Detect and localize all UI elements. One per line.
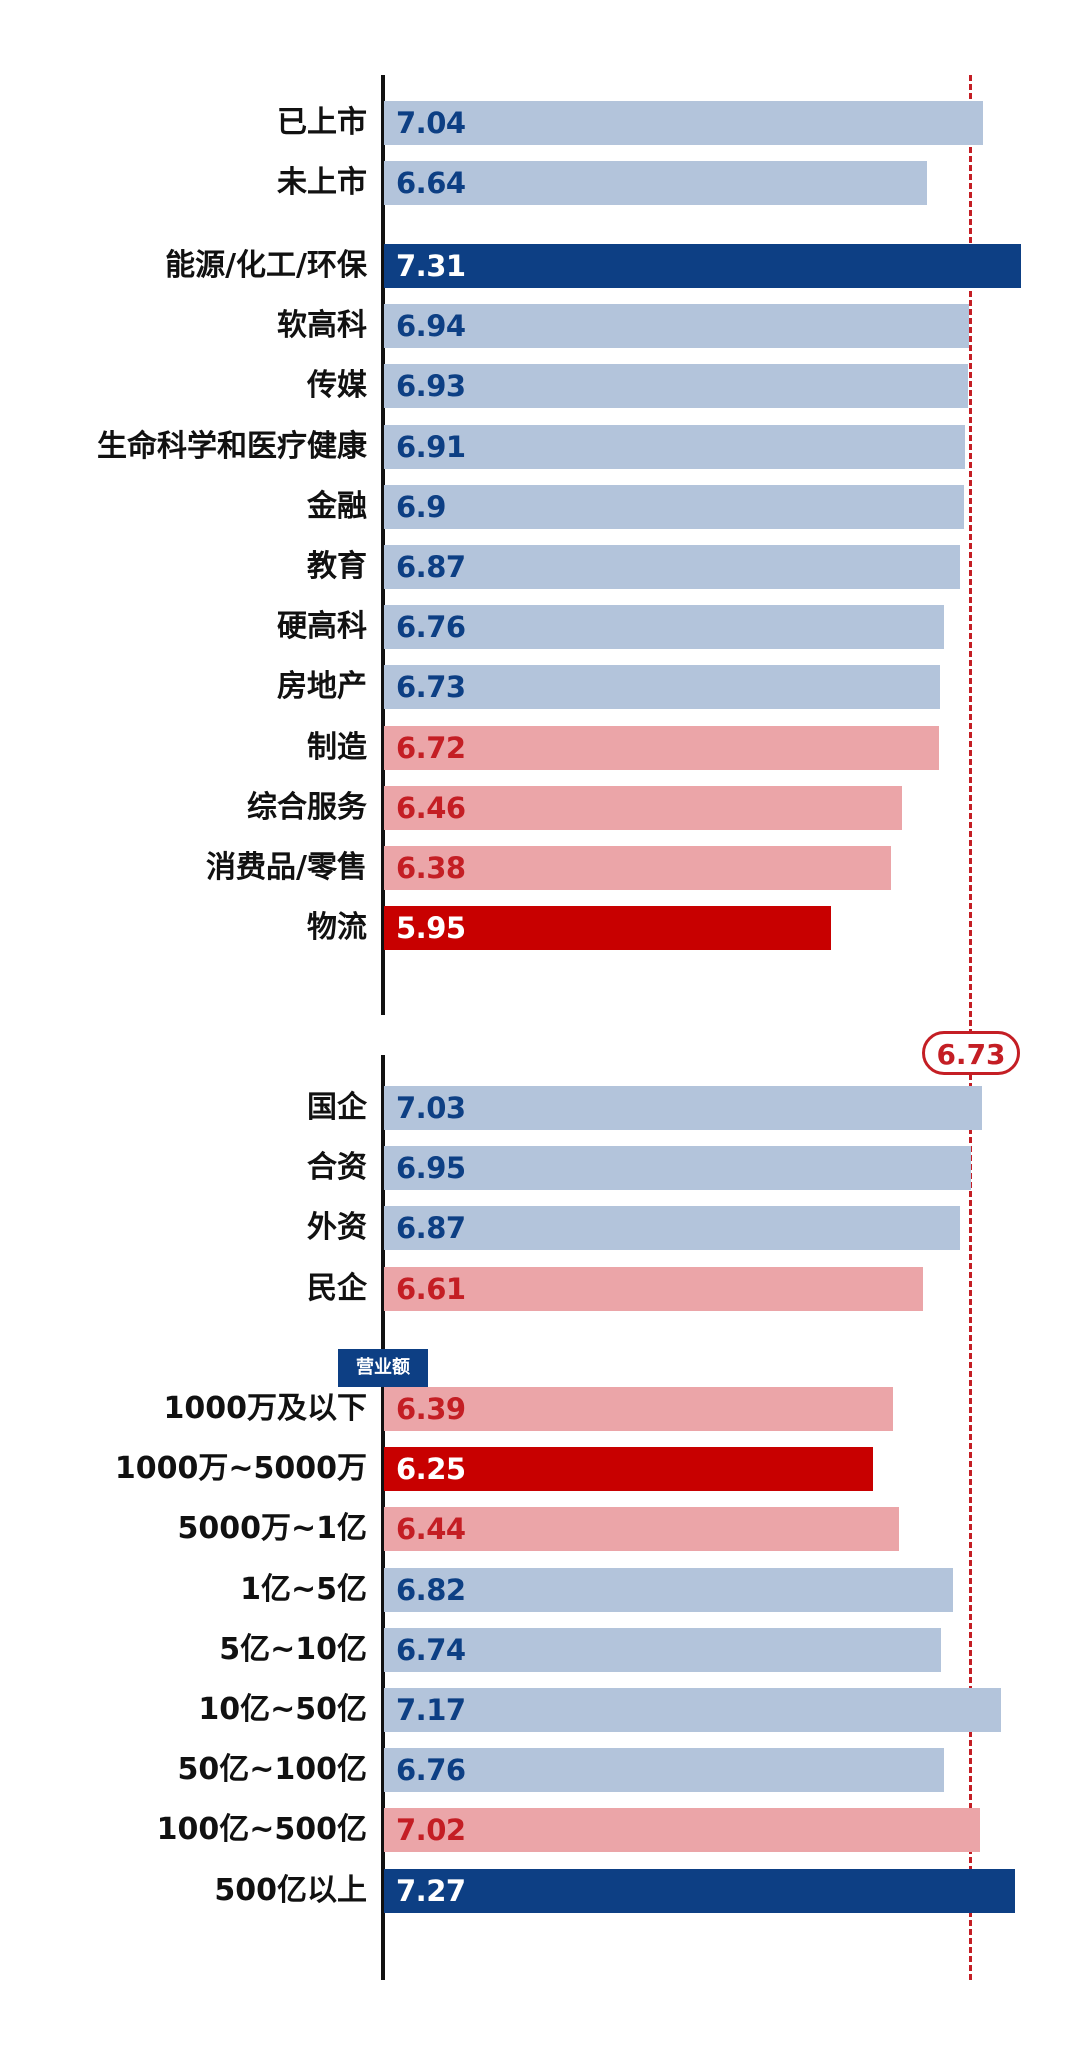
category-label: 1亿~5亿 xyxy=(240,1572,367,1607)
bar: 6.44 xyxy=(384,1507,899,1551)
bar-value-label: 6.38 xyxy=(396,851,466,885)
category-label: 国企 xyxy=(307,1090,367,1125)
bar: 6.95 xyxy=(384,1146,971,1190)
bar: 6.76 xyxy=(384,1748,944,1792)
bar-value-label: 6.61 xyxy=(396,1272,466,1306)
category-label: 5亿~10亿 xyxy=(219,1632,367,1667)
category-label: 生命科学和医疗健康 xyxy=(97,429,367,464)
bar-value-label: 6.9 xyxy=(396,490,446,524)
bar-value-label: 7.04 xyxy=(396,106,466,140)
bar: 6.38 xyxy=(384,846,891,890)
category-label: 50亿~100亿 xyxy=(177,1752,367,1787)
category-label: 合资 xyxy=(307,1150,367,1185)
bar: 7.03 xyxy=(384,1086,982,1130)
category-label: 硬高科 xyxy=(277,609,367,644)
category-label: 金融 xyxy=(307,489,367,524)
bar: 6.76 xyxy=(384,605,944,649)
bar: 6.25 xyxy=(384,1447,873,1491)
category-label: 能源/化工/环保 xyxy=(165,248,367,283)
bar: 6.87 xyxy=(384,1206,960,1250)
bar-value-label: 7.27 xyxy=(396,1874,466,1908)
bar-value-label: 6.72 xyxy=(396,731,466,765)
bar-value-label: 6.25 xyxy=(396,1452,466,1486)
category-label: 1000万~5000万 xyxy=(114,1451,367,1486)
bar-value-label: 7.31 xyxy=(396,249,466,283)
category-label: 综合服务 xyxy=(247,790,367,825)
bar-value-label: 6.93 xyxy=(396,369,466,403)
bar-value-label: 6.82 xyxy=(396,1573,466,1607)
bar-value-label: 5.95 xyxy=(396,911,466,945)
category-label: 5000万~1亿 xyxy=(177,1511,367,1546)
bar: 5.95 xyxy=(384,906,831,950)
bar-value-label: 7.02 xyxy=(396,1813,466,1847)
bar-value-label: 6.44 xyxy=(396,1512,466,1546)
category-label: 民企 xyxy=(307,1271,367,1306)
bar: 6.9 xyxy=(384,485,964,529)
bar: 7.31 xyxy=(384,244,1021,288)
bar: 6.93 xyxy=(384,364,968,408)
category-label: 500亿以上 xyxy=(214,1873,367,1908)
bar-value-label: 7.03 xyxy=(396,1091,466,1125)
bar-value-label: 6.39 xyxy=(396,1392,466,1426)
category-label: 消费品/零售 xyxy=(206,850,367,885)
bar: 6.39 xyxy=(384,1387,893,1431)
bar-value-label: 6.64 xyxy=(396,166,466,200)
bar-value-label: 6.74 xyxy=(396,1633,466,1667)
bar: 7.17 xyxy=(384,1688,1001,1732)
average-label: 6.73 xyxy=(922,1031,1020,1075)
bar: 6.64 xyxy=(384,161,927,205)
category-label: 制造 xyxy=(307,730,367,765)
category-label: 传媒 xyxy=(307,368,367,403)
bar-value-label: 6.46 xyxy=(396,791,466,825)
category-label: 10亿~50亿 xyxy=(198,1692,367,1727)
bar-value-label: 6.76 xyxy=(396,1753,466,1787)
bar: 7.02 xyxy=(384,1808,980,1852)
bar: 6.73 xyxy=(384,665,940,709)
axis-line-bottom xyxy=(381,1055,385,1980)
bar: 7.27 xyxy=(384,1869,1015,1913)
bar: 6.87 xyxy=(384,545,960,589)
bar: 6.61 xyxy=(384,1267,923,1311)
bar: 6.94 xyxy=(384,304,969,348)
bar: 6.46 xyxy=(384,786,902,830)
bar-value-label: 6.73 xyxy=(396,670,466,704)
axis-line-top xyxy=(381,75,385,1015)
bar-value-label: 6.87 xyxy=(396,1211,466,1245)
bar: 6.91 xyxy=(384,425,965,469)
bar-value-label: 6.94 xyxy=(396,309,466,343)
bar-value-label: 6.91 xyxy=(396,430,466,464)
category-label: 教育 xyxy=(307,549,367,584)
category-label: 已上市 xyxy=(277,105,367,140)
bar: 6.74 xyxy=(384,1628,941,1672)
section-tag-revenue: 营业额 xyxy=(338,1349,428,1387)
average-line xyxy=(969,75,972,1980)
category-label: 房地产 xyxy=(277,669,367,704)
bar-value-label: 7.17 xyxy=(396,1693,466,1727)
category-label: 软高科 xyxy=(277,308,367,343)
bar: 6.72 xyxy=(384,726,939,770)
category-label: 外资 xyxy=(307,1210,367,1245)
category-label: 100亿~500亿 xyxy=(156,1812,367,1847)
bar: 7.04 xyxy=(384,101,983,145)
bar-value-label: 6.87 xyxy=(396,550,466,584)
category-label: 物流 xyxy=(307,910,367,945)
bar: 6.82 xyxy=(384,1568,953,1612)
bar-value-label: 6.76 xyxy=(396,610,466,644)
category-label: 未上市 xyxy=(277,165,367,200)
bar-value-label: 6.95 xyxy=(396,1151,466,1185)
category-label: 1000万及以下 xyxy=(163,1391,368,1426)
